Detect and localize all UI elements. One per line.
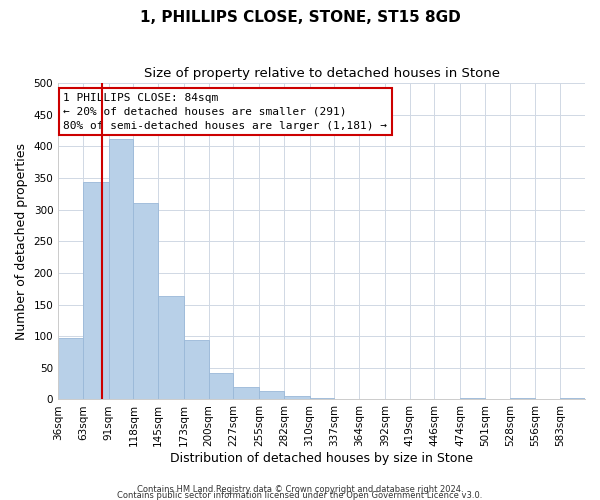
Bar xyxy=(133,202,158,400)
Text: 1 PHILLIPS CLOSE: 84sqm
← 20% of detached houses are smaller (291)
80% of semi-d: 1 PHILLIPS CLOSE: 84sqm ← 20% of detache… xyxy=(64,92,388,130)
Bar xyxy=(259,390,284,400)
Y-axis label: Number of detached properties: Number of detached properties xyxy=(15,143,28,340)
Bar xyxy=(560,398,585,400)
X-axis label: Distribution of detached houses by size in Stone: Distribution of detached houses by size … xyxy=(170,452,473,465)
Text: 1, PHILLIPS CLOSE, STONE, ST15 8GD: 1, PHILLIPS CLOSE, STONE, ST15 8GD xyxy=(140,10,460,25)
Bar xyxy=(510,398,535,400)
Bar xyxy=(460,398,485,400)
Bar xyxy=(184,340,209,400)
Title: Size of property relative to detached houses in Stone: Size of property relative to detached ho… xyxy=(143,68,500,80)
Bar xyxy=(83,182,109,400)
Text: Contains public sector information licensed under the Open Government Licence v3: Contains public sector information licen… xyxy=(118,490,482,500)
Bar xyxy=(209,373,233,400)
Bar xyxy=(233,387,259,400)
Bar xyxy=(158,296,184,400)
Text: Contains HM Land Registry data © Crown copyright and database right 2024.: Contains HM Land Registry data © Crown c… xyxy=(137,485,463,494)
Bar xyxy=(310,398,334,400)
Bar xyxy=(284,396,310,400)
Bar xyxy=(109,140,133,400)
Bar xyxy=(58,338,83,400)
